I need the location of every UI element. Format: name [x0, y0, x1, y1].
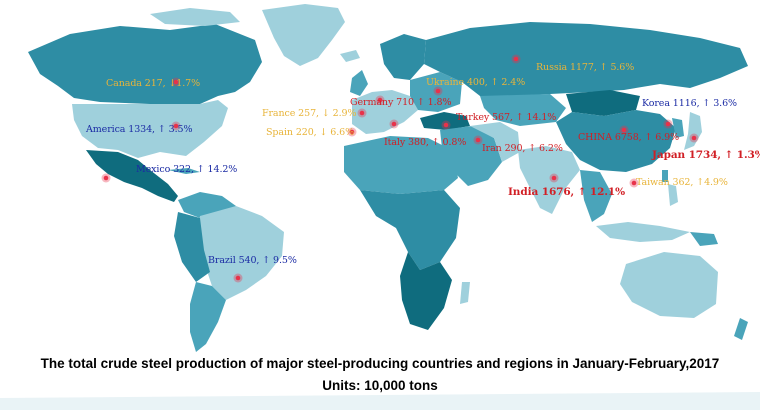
spain-marker: [349, 129, 355, 135]
label-italy: Italy 380, ↑ 0.8%: [384, 137, 467, 148]
philippines: [668, 184, 678, 206]
argentina-chile: [190, 282, 226, 352]
turkey-marker: [443, 122, 449, 128]
turkey: [420, 112, 470, 130]
iran-marker: [475, 137, 481, 143]
label-japan: Japan 1734, ↑ 1.3%: [652, 149, 760, 161]
north-africa: [344, 136, 458, 194]
central-africa: [360, 190, 460, 270]
uk: [350, 70, 368, 96]
brazil: [196, 206, 284, 300]
southern-africa: [400, 252, 452, 330]
madagascar: [460, 282, 470, 304]
western-europe: [352, 90, 418, 134]
label-korea: Korea 1116, ↑ 3.6%: [642, 98, 737, 109]
label-spain: Spain 220, ↓ 6.6%: [266, 127, 355, 138]
iceland: [340, 50, 360, 62]
australia: [620, 252, 718, 318]
label-ukraine: Ukraine 400, ↑ 2.4%: [426, 77, 526, 88]
indonesia: [596, 222, 690, 242]
mongolia: [566, 90, 640, 116]
peru-bolivia: [174, 212, 210, 282]
label-brazil: Brazil 540, ↑ 9.5%: [208, 255, 297, 266]
antarctica-edge: [0, 392, 760, 410]
label-canada: Canada 217, ↓1.7%: [106, 78, 201, 89]
marker-layer: [101, 54, 699, 283]
label-france: France 257, ↓ 2.9%: [262, 108, 357, 119]
label-russia: Russia 1177, ↑ 5.6%: [536, 62, 635, 73]
korea: [672, 118, 684, 138]
cuba: [168, 168, 200, 174]
india-marker: [551, 175, 557, 181]
label-china: CHINA 6758, ↑ 6.9%: [578, 132, 680, 143]
italy-marker: [391, 121, 397, 127]
label-mexico: Mexico 322, ↑ 14.2%: [136, 164, 238, 175]
figure-units: Units: 10,000 tons: [322, 378, 438, 393]
kazakhstan: [480, 94, 566, 126]
russia: [424, 22, 748, 96]
arctic-islands: [150, 8, 240, 26]
southeast-asia: [580, 170, 612, 222]
china: [556, 110, 676, 172]
france-marker: [359, 110, 365, 116]
mexico-marker: [103, 175, 109, 181]
germany-marker: [377, 97, 383, 103]
iran: [470, 122, 520, 162]
label-germany: Germany 710 ↑ 1.8%: [350, 97, 452, 108]
korea-marker: [665, 121, 671, 127]
taiwan-marker: [631, 180, 637, 186]
scandinavia: [380, 34, 426, 80]
mexico: [86, 150, 178, 202]
india: [518, 146, 580, 214]
japan: [684, 112, 702, 150]
canada-marker: [173, 79, 179, 85]
ukraine-marker: [435, 88, 441, 94]
japan-marker: [691, 135, 697, 141]
figure-title: The total crude steel production of majo…: [40, 356, 720, 371]
brazil-marker: [235, 275, 241, 281]
label-india: India 1676, ↑ 12.1%: [508, 186, 625, 198]
label-taiwan: Taiwan 362, ↑4.9%: [636, 177, 728, 188]
russia-marker: [513, 56, 519, 62]
united-states: [72, 100, 228, 158]
china-marker: [621, 127, 627, 133]
america-marker: [173, 123, 179, 129]
label-iran: Iran 290, ↑ 6.2%: [482, 143, 563, 154]
label-america: America 1334, ↑ 3.5%: [86, 124, 193, 135]
taiwan: [662, 170, 668, 182]
greenland: [262, 4, 345, 66]
canada: [28, 24, 262, 104]
papua: [690, 232, 718, 246]
label-turkey: Turkey 567, ↑ 14.1%: [456, 112, 557, 123]
new-zealand: [734, 318, 748, 340]
